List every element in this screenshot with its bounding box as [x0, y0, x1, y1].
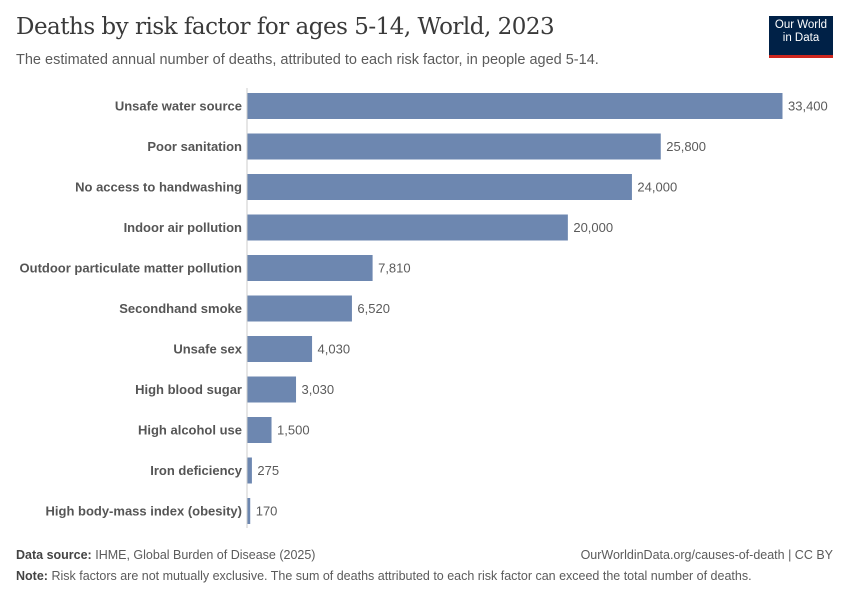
- category-label: No access to handwashing: [75, 180, 242, 195]
- bar[interactable]: [247, 376, 297, 403]
- category-label: Outdoor particulate matter pollution: [20, 261, 243, 276]
- category-label: High alcohol use: [138, 423, 242, 438]
- category-label: High blood sugar: [135, 382, 242, 397]
- bar[interactable]: [247, 93, 783, 119]
- bar[interactable]: [247, 457, 252, 484]
- value-label: 7,810: [378, 261, 411, 276]
- value-label: 3,030: [302, 382, 335, 397]
- category-label: Unsafe sex: [173, 342, 242, 357]
- value-label: 1,500: [277, 423, 310, 438]
- owid-logo[interactable]: Our World in Data: [769, 16, 833, 58]
- logo-line1: Our World: [774, 19, 828, 31]
- bar[interactable]: [247, 133, 661, 160]
- value-label: 24,000: [637, 180, 677, 195]
- value-label: 6,520: [357, 301, 390, 316]
- category-label: Secondhand smoke: [119, 301, 242, 316]
- category-label: Indoor air pollution: [124, 220, 242, 235]
- category-label: High body-mass index (obesity): [46, 504, 242, 519]
- bar[interactable]: [247, 174, 632, 200]
- category-label: Poor sanitation: [147, 139, 242, 154]
- logo-line2: in Data: [782, 32, 820, 44]
- chart-subtitle: The estimated annual number of deaths, a…: [16, 52, 599, 68]
- bar[interactable]: [247, 255, 373, 281]
- value-label: 275: [257, 463, 279, 478]
- category-label: Iron deficiency: [150, 463, 243, 478]
- value-label: 170: [256, 504, 278, 519]
- bar[interactable]: [247, 295, 352, 322]
- value-label: 20,000: [573, 220, 613, 235]
- source-text: IHME, Global Burden of Disease (2025): [95, 548, 316, 562]
- note-text: Risk factors are not mutually exclusive.…: [51, 569, 752, 583]
- bar[interactable]: [247, 498, 251, 524]
- data-source: Data source: IHME, Global Burden of Dise…: [16, 548, 315, 562]
- bar[interactable]: [247, 214, 568, 241]
- value-label: 25,800: [666, 139, 706, 154]
- bar[interactable]: [247, 336, 313, 362]
- note-label: Note:: [16, 569, 48, 583]
- source-label: Data source:: [16, 548, 92, 562]
- value-label: 33,400: [788, 99, 828, 114]
- note: Note: Risk factors are not mutually excl…: [16, 569, 752, 583]
- chart-title: Deaths by risk factor for ages 5-14, Wor…: [16, 14, 555, 40]
- value-label: 4,030: [318, 342, 351, 357]
- bar[interactable]: [247, 417, 272, 443]
- source-url[interactable]: OurWorldinData.org/causes-of-death | CC …: [580, 548, 833, 562]
- category-label: Unsafe water source: [115, 99, 242, 114]
